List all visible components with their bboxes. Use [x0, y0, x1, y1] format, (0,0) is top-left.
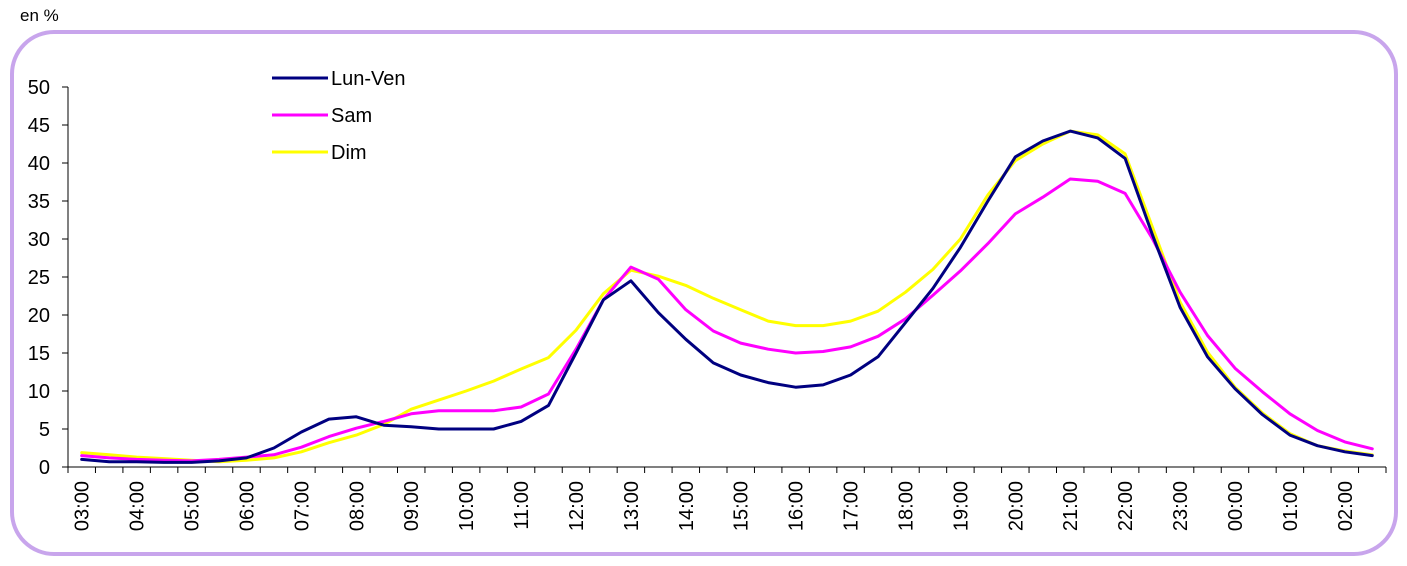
x-tick-label: 10:00 — [456, 481, 478, 531]
y-tick-label: 0 — [39, 457, 50, 479]
y-tick-label: 50 — [28, 77, 50, 99]
legend-label: Sam — [331, 105, 372, 127]
x-tick-label: 23:00 — [1170, 481, 1192, 531]
y-axis-unit-label: en % — [20, 6, 59, 25]
x-tick-label: 11:00 — [511, 481, 533, 530]
x-tick-label: 18:00 — [895, 481, 917, 531]
legend-label: Lun-Ven — [331, 68, 406, 90]
y-tick-label: 40 — [28, 153, 50, 175]
y-tick-label: 30 — [28, 229, 50, 251]
x-tick-label: 15:00 — [731, 481, 753, 531]
legend-label: Dim — [331, 142, 367, 164]
x-tick-label: 09:00 — [401, 481, 423, 531]
y-tick-label: 20 — [28, 305, 50, 327]
x-tick-label: 01:00 — [1280, 481, 1302, 531]
series-line-dim — [80, 129, 1374, 464]
x-tick-label: 19:00 — [950, 481, 972, 531]
x-tick-label: 00:00 — [1225, 481, 1247, 531]
y-tick-label: 45 — [28, 115, 50, 137]
y-tick-label: 15 — [28, 343, 50, 365]
x-tick-label: 17:00 — [841, 481, 863, 531]
x-tick-label: 03:00 — [72, 481, 94, 531]
x-tick-label: 12:00 — [566, 481, 588, 531]
x-tick-label: 21:00 — [1060, 481, 1082, 531]
series-line-sam — [80, 177, 1374, 463]
y-tick-label: 5 — [39, 419, 50, 441]
legend: Lun-Ven Sam Dim — [272, 68, 406, 164]
x-tick-label: 02:00 — [1335, 481, 1357, 531]
x-tick-label: 13:00 — [621, 481, 643, 531]
axes: 0 5 10 15 20 25 30 35 40 45 50 03:00 04:00 05:00 06:00… — [28, 77, 1387, 531]
y-tick-label: 10 — [28, 381, 50, 403]
x-tick-label: 16:00 — [786, 481, 808, 531]
series-lines — [80, 129, 1374, 464]
series-line-lun-ven — [80, 129, 1374, 464]
x-tick-label: 08:00 — [346, 481, 368, 531]
x-tick-label: 07:00 — [291, 481, 313, 531]
x-tick-label: 20:00 — [1005, 481, 1027, 531]
x-tick-label: 14:00 — [676, 481, 698, 531]
x-tick-label: 05:00 — [182, 481, 204, 531]
y-tick-label: 35 — [28, 191, 50, 213]
y-tick-label: 25 — [28, 267, 50, 289]
x-tick-label: 22:00 — [1115, 481, 1137, 531]
chart-frame — [10, 30, 1398, 556]
x-tick-label: 06:00 — [236, 481, 258, 531]
x-tick-label: 04:00 — [127, 481, 149, 531]
